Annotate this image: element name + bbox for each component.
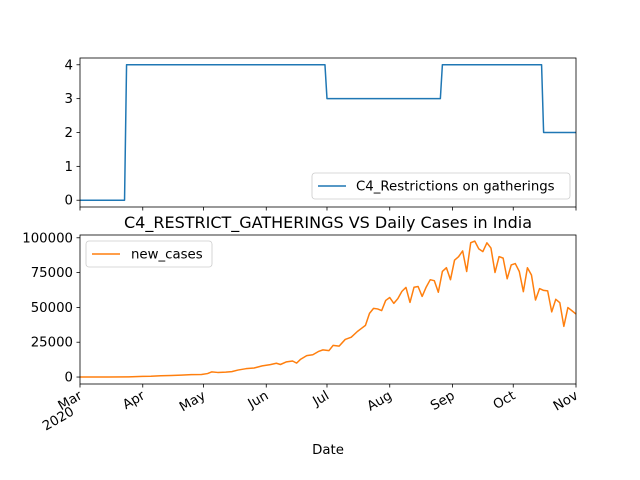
bottom-legend-box <box>85 240 213 268</box>
bottom-y-tick-label: 75000 <box>31 266 73 281</box>
bottom-axes-frame <box>79 234 577 385</box>
bottom-legend: new_cases <box>85 240 213 268</box>
bottom-y-tick-label: 25000 <box>31 336 73 351</box>
bottom-y-tick-label: 0 <box>65 371 73 386</box>
top-y-axis: 0 1 2 3 4 <box>65 58 80 209</box>
bottom-chart-title: C4_RESTRICT_GATHERINGS VS Daily Cases in… <box>124 213 532 233</box>
top-x-axis-ticks <box>79 207 577 211</box>
top-legend-box <box>311 172 571 200</box>
top-y-tick-label: 0 <box>65 194 73 209</box>
top-y-tick-label: 3 <box>65 92 73 107</box>
bottom-legend-label: new_cases <box>131 248 203 263</box>
bottom-y-tick-label: 50000 <box>31 301 73 316</box>
top-subplot: 0 1 2 3 4 C4_Restrictions on gatherings <box>65 57 577 211</box>
bottom-x-axis-label: Date <box>312 443 344 458</box>
top-y-tick-label: 4 <box>65 58 73 73</box>
bottom-series-line-0 <box>79 240 577 378</box>
top-y-tick-label: 2 <box>65 126 73 141</box>
top-series-line-0 <box>80 64 576 201</box>
bottom-x-tick-label: Jul <box>310 388 332 410</box>
bottom-y-axis: 0 25000 50000 75000 100000 <box>22 231 80 386</box>
top-legend-label: C4_Restrictions on gatherings <box>356 180 555 195</box>
top-series-group <box>80 64 576 201</box>
bottom-series-group <box>79 240 577 378</box>
top-legend: C4_Restrictions on gatherings <box>311 172 571 200</box>
top-y-tick-label: 1 <box>65 160 73 175</box>
bottom-y-tick-label: 100000 <box>22 231 73 246</box>
